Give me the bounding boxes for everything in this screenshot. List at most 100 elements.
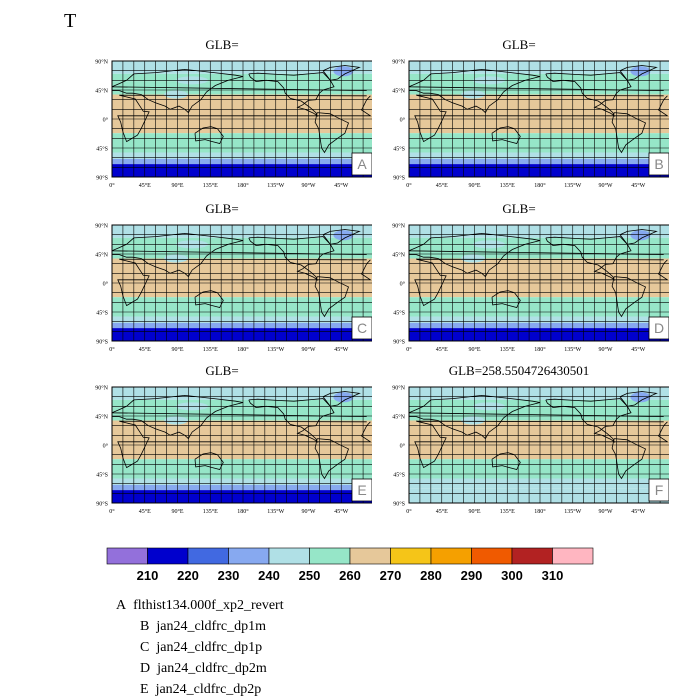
lat-tick-label: 90°N xyxy=(95,59,108,66)
colorbar-segment xyxy=(187,547,229,565)
coastline xyxy=(322,65,361,81)
lon-tick-label: 45°W xyxy=(631,508,645,515)
lon-tick-label: 90°W xyxy=(301,182,315,189)
contour-band xyxy=(112,316,372,323)
legend-item-e: E jan24_cldfrc_dp2p xyxy=(140,681,261,699)
lon-tick-label: 135°W xyxy=(267,182,284,189)
lon-tick-label: 90°W xyxy=(598,508,612,515)
colorbar-tick-label: 250 xyxy=(299,568,321,583)
lat-tick-label: 90°N xyxy=(392,223,405,230)
colorbar-tick-label: 290 xyxy=(461,568,483,583)
coastline xyxy=(408,232,664,278)
lon-tick-label: 135°W xyxy=(564,346,581,353)
lon-tick-label: 0° xyxy=(109,508,115,515)
contour-band xyxy=(112,164,372,177)
coastline xyxy=(491,126,521,144)
lat-tick-label: 0° xyxy=(400,117,406,124)
contour-band xyxy=(409,328,669,341)
lon-tick-label: 135°W xyxy=(267,508,284,515)
map-frame xyxy=(408,60,669,178)
legend-letter: C xyxy=(140,640,150,655)
colorbar-segment xyxy=(430,547,472,565)
contour-band xyxy=(112,81,372,95)
coastline xyxy=(619,229,658,245)
coastline xyxy=(545,398,632,443)
lon-tick-label: 45°E xyxy=(436,182,448,189)
contour-band xyxy=(112,420,372,460)
contour-band xyxy=(112,152,372,159)
contour-band xyxy=(409,258,669,298)
lat-tick-label: 0° xyxy=(400,281,406,288)
colorbar-segment xyxy=(511,547,553,565)
coastline xyxy=(111,68,367,114)
lat-tick-label: 45°S xyxy=(96,146,108,153)
legend-item-c: C jan24_cldfrc_dp1p xyxy=(140,639,262,657)
map-frame xyxy=(408,224,669,342)
greenland-contour xyxy=(333,392,354,403)
lon-tick-label: 135°E xyxy=(500,346,515,353)
lon-tick-label: 90°E xyxy=(468,346,480,353)
colorbar-segment xyxy=(552,547,594,565)
lon-tick-label: 0° xyxy=(109,346,115,353)
lon-tick-label: 45°E xyxy=(139,346,151,353)
panel-title: GLB= xyxy=(205,37,239,52)
coastline xyxy=(491,290,521,308)
lon-tick-label: 180° xyxy=(237,346,249,353)
lon-tick-label: 45°W xyxy=(631,182,645,189)
map-panel-a: GLB= 90°N 45°N 0° 45°S 90°S 0° 45°E 90°E 135°E 18… xyxy=(72,38,372,198)
lat-tick-label: 0° xyxy=(103,117,109,124)
coastline xyxy=(117,94,372,143)
legend-name: jan24_cldfrc_dp1m xyxy=(156,619,266,634)
tibet-contour xyxy=(164,254,189,263)
lat-tick-label: 90°S xyxy=(393,175,405,182)
lat-tick-label: 45°S xyxy=(96,310,108,317)
panel-title: GLB= xyxy=(205,201,239,216)
panel-label: D xyxy=(654,320,664,336)
contour-band xyxy=(409,81,669,95)
contour-band xyxy=(112,237,372,246)
coastline xyxy=(314,112,349,154)
lon-tick-label: 90°W xyxy=(301,508,315,515)
map-plot: 90°N45°N0°45°S90°S0° 45°E 90°E 135°E 180° 135… xyxy=(392,385,669,515)
legend-name: jan24_cldfrc_dp2p xyxy=(155,682,262,697)
contour-band xyxy=(409,316,669,323)
colorbar-segment xyxy=(147,547,189,565)
colorbar: 210 220 230 240 250 260 270 280 290 300 310 xyxy=(106,547,594,583)
colorbar-tick-label: 270 xyxy=(380,568,402,583)
greenland-contour xyxy=(630,66,651,77)
coastline xyxy=(545,72,632,117)
colorbar-segment xyxy=(349,547,391,565)
lon-tick-label: 135°E xyxy=(203,346,218,353)
contour-band xyxy=(112,478,372,485)
coastline xyxy=(611,438,646,480)
panel-label-box xyxy=(351,316,372,340)
lon-tick-label: 135°W xyxy=(564,182,581,189)
tibet-contour xyxy=(461,416,486,425)
colorbar-segment xyxy=(268,547,310,565)
tibet-contour xyxy=(461,90,486,99)
lat-tick-label: 0° xyxy=(103,281,109,288)
lon-tick-label: 90°W xyxy=(598,346,612,353)
panel-title: GLB=258.5504726430501 xyxy=(448,363,590,378)
panel-title: GLB= xyxy=(205,363,239,378)
colorbar-tick-label: 260 xyxy=(339,568,361,583)
lon-tick-label: 0° xyxy=(109,182,115,189)
panel-label: C xyxy=(357,320,367,336)
lat-tick-label: 90°S xyxy=(96,339,108,346)
tibet-contour xyxy=(461,254,486,263)
lon-tick-label: 180° xyxy=(237,182,249,189)
coastline xyxy=(248,236,335,281)
lat-tick-label: 90°N xyxy=(95,385,108,392)
lat-tick-label: 90°S xyxy=(96,501,108,508)
contour-band xyxy=(409,399,669,408)
coastline xyxy=(194,452,224,470)
tibet-contour xyxy=(164,90,189,99)
map-frame xyxy=(111,60,372,178)
lon-tick-label: 0° xyxy=(406,346,412,353)
legend-name: jan24_cldfrc_dp2m xyxy=(157,661,267,676)
panel-label: E xyxy=(357,482,366,498)
contour-band xyxy=(112,245,372,259)
contour-band xyxy=(409,420,669,460)
contour-band xyxy=(409,94,669,134)
map-frame xyxy=(408,386,669,504)
